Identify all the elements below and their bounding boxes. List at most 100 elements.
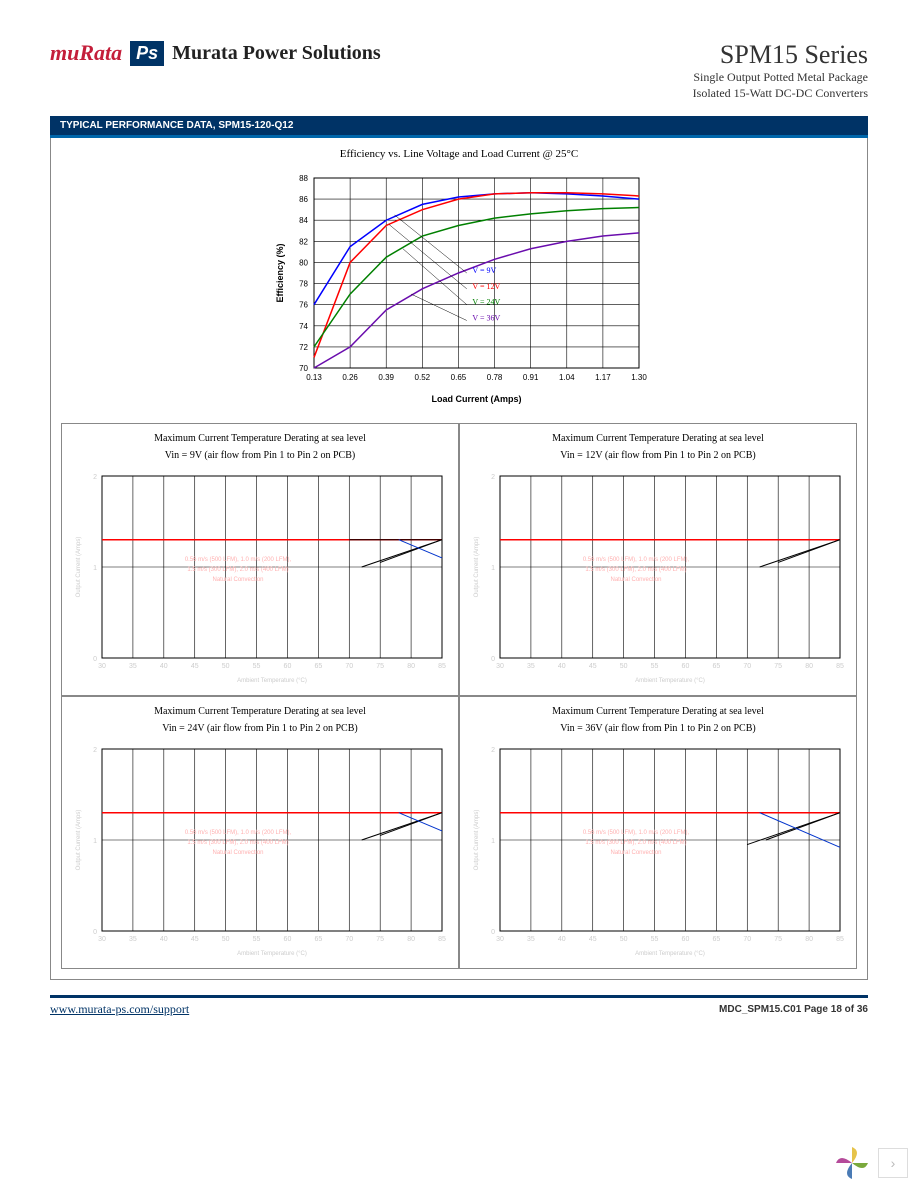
subtitle-2: Isolated 15-Watt DC-DC Converters [693,86,868,102]
svg-text:85: 85 [836,936,844,943]
derating-chart-12v: 303540455055606570758085012Ambient Tempe… [468,466,848,686]
svg-text:1: 1 [491,565,495,572]
svg-text:76: 76 [299,301,308,310]
svg-text:Ambient Temperature (°C): Ambient Temperature (°C) [635,951,705,957]
svg-text:74: 74 [299,322,308,331]
svg-text:40: 40 [558,663,566,670]
svg-text:0.13: 0.13 [306,373,322,382]
svg-text:50: 50 [222,936,230,943]
svg-text:75: 75 [774,936,782,943]
derating-title-24v-1: Maximum Current Temperature Derating at … [68,705,452,718]
svg-text:40: 40 [558,936,566,943]
svg-text:45: 45 [589,936,597,943]
svg-text:Natural Convection: Natural Convection [212,577,263,583]
svg-text:75: 75 [774,663,782,670]
svg-text:35: 35 [129,663,137,670]
svg-text:70: 70 [743,936,751,943]
svg-text:1.5 m/s (300 LFM), 2.0 m/s (40: 1.5 m/s (300 LFM), 2.0 m/s (400 LFM) [585,567,686,573]
svg-text:60: 60 [682,936,690,943]
svg-text:0.56 m/s (500 LFM), 1.0 m/s (2: 0.56 m/s (500 LFM), 1.0 m/s (200 LFM), [185,557,292,563]
svg-text:Output Current (Amps): Output Current (Amps) [76,810,82,871]
svg-text:75: 75 [376,936,384,943]
derating-title-9v-2: Vin = 9V (air flow from Pin 1 to Pin 2 o… [68,449,452,462]
svg-text:40: 40 [160,936,168,943]
efficiency-chart: 0.130.260.390.520.650.780.911.041.171.30… [269,168,649,408]
svg-text:70: 70 [743,663,751,670]
svg-text:80: 80 [407,936,415,943]
logo-murata: muRata [50,40,122,66]
footer-page-info: MDC_SPM15.C01 Page 18 of 36 [719,1004,868,1015]
header: muRata Ps Murata Power Solutions SPM15 S… [50,40,868,101]
efficiency-chart-title: Efficiency vs. Line Voltage and Load Cur… [61,148,857,160]
svg-text:Ambient Temperature (°C): Ambient Temperature (°C) [237,678,307,684]
derating-title-36v-2: Vin = 36V (air flow from Pin 1 to Pin 2 … [466,722,850,735]
svg-text:84: 84 [299,216,308,225]
svg-text:80: 80 [299,259,308,268]
svg-text:1.30: 1.30 [631,373,647,382]
svg-text:1: 1 [491,838,495,845]
svg-text:Output Current (Amps): Output Current (Amps) [76,537,82,598]
svg-text:0.91: 0.91 [523,373,539,382]
svg-text:55: 55 [253,663,261,670]
svg-text:0.56 m/s (500 LFM), 1.0 m/s (2: 0.56 m/s (500 LFM), 1.0 m/s (200 LFM), [583,830,690,836]
svg-text:Output Current (Amps): Output Current (Amps) [474,810,480,871]
svg-text:2: 2 [93,747,97,754]
svg-text:45: 45 [589,663,597,670]
svg-text:30: 30 [496,663,504,670]
svg-text:V = 24V: V = 24V [472,298,500,307]
footer-link[interactable]: www.murata-ps.com/support [50,1002,189,1017]
svg-text:35: 35 [129,936,137,943]
svg-text:0.65: 0.65 [451,373,467,382]
svg-text:1.17: 1.17 [595,373,611,382]
svg-text:60: 60 [682,663,690,670]
company-name: Murata Power Solutions [172,42,381,65]
svg-text:0.56 m/s (500 LFM), 1.0 m/s (2: 0.56 m/s (500 LFM), 1.0 m/s (200 LFM), [583,557,690,563]
svg-text:0: 0 [93,929,97,936]
svg-text:1.04: 1.04 [559,373,575,382]
svg-text:Natural Convection: Natural Convection [212,850,263,856]
logo-area: muRata Ps Murata Power Solutions [50,40,381,66]
derating-chart-9v: 303540455055606570758085012Ambient Tempe… [70,466,450,686]
footer: www.murata-ps.com/support MDC_SPM15.C01 … [50,995,868,1017]
svg-text:85: 85 [836,663,844,670]
svg-text:55: 55 [253,936,261,943]
svg-text:0.56 m/s (500 LFM), 1.0 m/s (2: 0.56 m/s (500 LFM), 1.0 m/s (200 LFM), [185,830,292,836]
svg-text:50: 50 [620,936,628,943]
svg-text:72: 72 [299,343,308,352]
svg-text:55: 55 [651,663,659,670]
svg-text:0.39: 0.39 [378,373,394,382]
derating-title-12v-1: Maximum Current Temperature Derating at … [466,432,850,445]
svg-text:30: 30 [98,936,106,943]
svg-text:V = 12V: V = 12V [472,282,500,291]
bottom-icons: › [832,1143,908,1183]
svg-text:75: 75 [376,663,384,670]
svg-text:0: 0 [93,656,97,663]
svg-text:50: 50 [222,663,230,670]
svg-text:V = 36V: V = 36V [472,314,500,323]
svg-text:70: 70 [345,663,353,670]
svg-text:0: 0 [491,929,495,936]
svg-text:40: 40 [160,663,168,670]
svg-text:80: 80 [805,936,813,943]
svg-text:65: 65 [314,936,322,943]
svg-text:Load Current (Amps): Load Current (Amps) [432,394,522,404]
title-area: SPM15 Series Single Output Potted Metal … [693,40,868,101]
svg-text:Natural Convection: Natural Convection [610,850,661,856]
svg-text:0.26: 0.26 [342,373,358,382]
svg-text:1: 1 [93,565,97,572]
derating-panel-12v: Maximum Current Temperature Derating at … [459,423,857,696]
svg-text:70: 70 [345,936,353,943]
page: muRata Ps Murata Power Solutions SPM15 S… [0,0,918,1188]
svg-text:50: 50 [620,663,628,670]
section-banner: TYPICAL PERFORMANCE DATA, SPM15-120-Q12 [50,116,868,138]
next-page-button[interactable]: › [878,1148,908,1178]
svg-text:Output Current (Amps): Output Current (Amps) [474,537,480,598]
svg-text:70: 70 [299,364,308,373]
svg-text:Natural Convection: Natural Convection [610,577,661,583]
series-title: SPM15 Series [693,40,868,70]
derating-title-9v-1: Maximum Current Temperature Derating at … [68,432,452,445]
derating-panel-24v: Maximum Current Temperature Derating at … [61,696,459,969]
svg-text:80: 80 [407,663,415,670]
svg-text:35: 35 [527,936,535,943]
derating-title-36v-1: Maximum Current Temperature Derating at … [466,705,850,718]
